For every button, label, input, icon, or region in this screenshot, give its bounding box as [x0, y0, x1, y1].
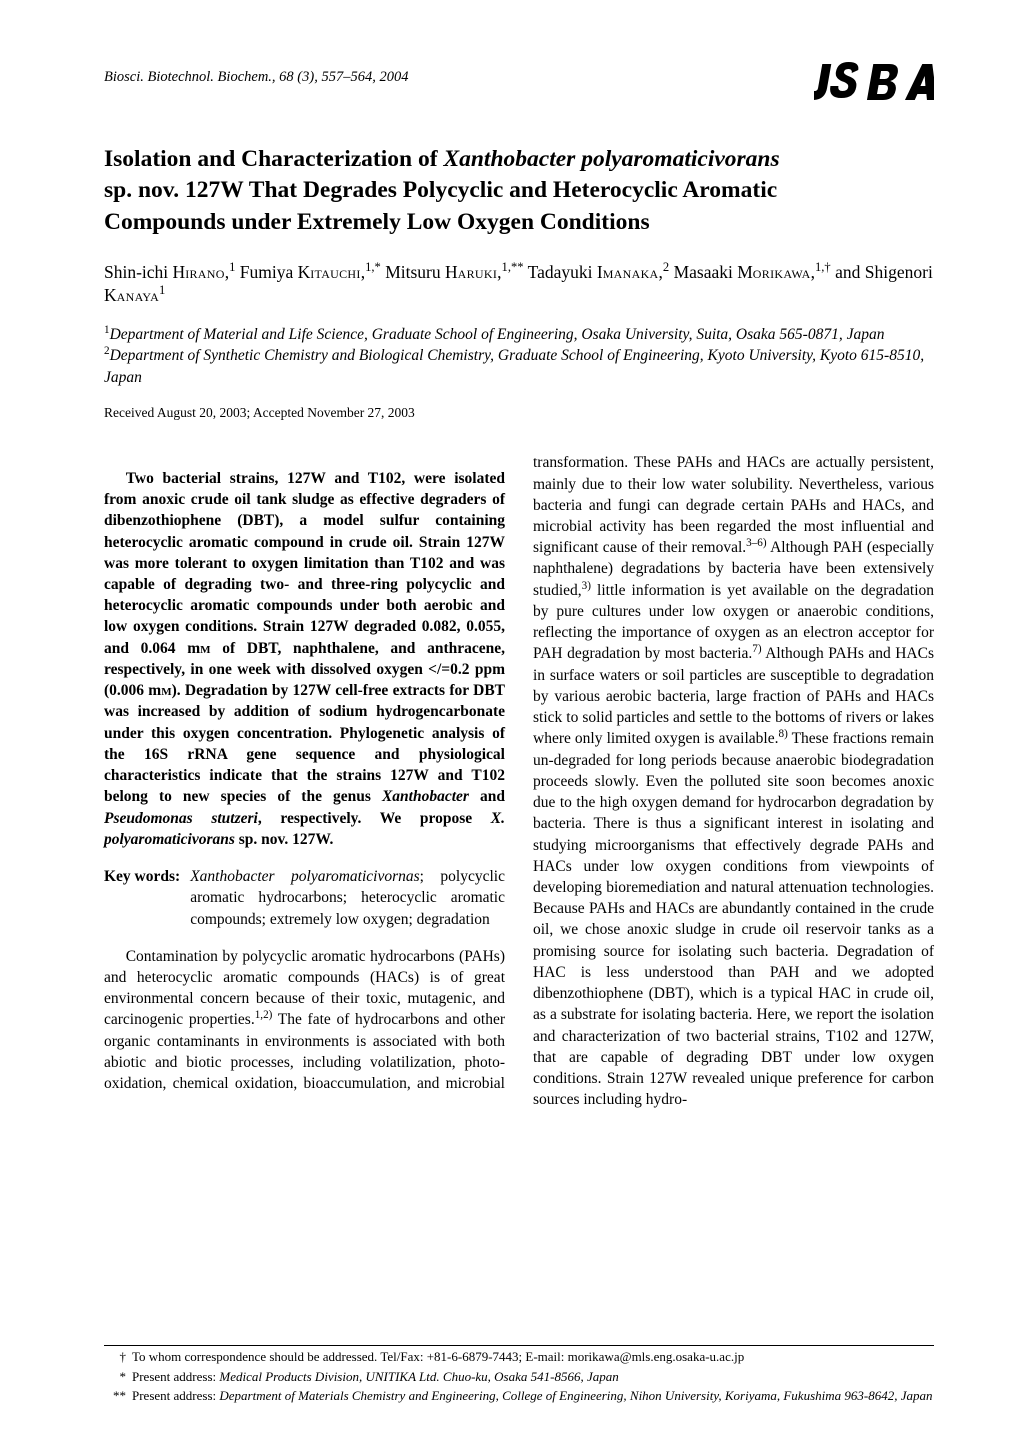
title-line-3: Compounds under Extremely Low Oxygen Con… — [104, 209, 650, 235]
footnotes: † To whom correspondence should be addre… — [104, 1345, 934, 1405]
footnote-mark: † — [104, 1348, 132, 1366]
footnote-3: ** Present address: Department of Materi… — [104, 1387, 934, 1405]
footnote-1: † To whom correspondence should be addre… — [104, 1348, 934, 1366]
footnote-mark: ** — [104, 1387, 132, 1405]
footnote-rule — [104, 1345, 934, 1346]
title-line-2: sp. nov. 127W That Degrades Polycyclic a… — [104, 177, 777, 203]
authors: Shin-ichi Hirano,1 Fumiya Kitauchi,1,* M… — [104, 261, 934, 308]
article-title: Isolation and Characterization of Xantho… — [104, 144, 934, 239]
running-head: Biosci. Biotechnol. Biochem., 68 (3), 55… — [104, 68, 934, 88]
abstract: Two bacterial strains, 127W and T102, we… — [104, 468, 505, 850]
body-columns: Two bacterial strains, 127W and T102, we… — [104, 452, 934, 1110]
jsba-logo-icon — [814, 60, 934, 106]
footnote-mark: * — [104, 1368, 132, 1386]
journal-page: Biosci. Biotechnol. Biochem., 68 (3), 55… — [0, 0, 1020, 1443]
footnote-body: To whom correspondence should be address… — [132, 1348, 934, 1366]
title-line-1-ital: Xanthobacter polyaromaticivorans — [443, 146, 779, 172]
footnote-body: Present address: Department of Materials… — [132, 1387, 934, 1405]
keywords-block: Key words: Xanthobacter polyaromaticivor… — [104, 866, 505, 930]
keywords-label: Key words: — [104, 866, 190, 930]
keywords-body: Xanthobacter polyaromaticivornas; polycy… — [190, 866, 505, 930]
received-dates: Received August 20, 2003; Accepted Novem… — [104, 404, 934, 422]
footnote-2: * Present address: Medical Products Divi… — [104, 1368, 934, 1386]
title-line-1a: Isolation and Characterization of — [104, 146, 443, 172]
affiliations: 1Department of Material and Life Science… — [104, 324, 934, 388]
footnote-body: Present address: Medical Products Divisi… — [132, 1368, 934, 1386]
